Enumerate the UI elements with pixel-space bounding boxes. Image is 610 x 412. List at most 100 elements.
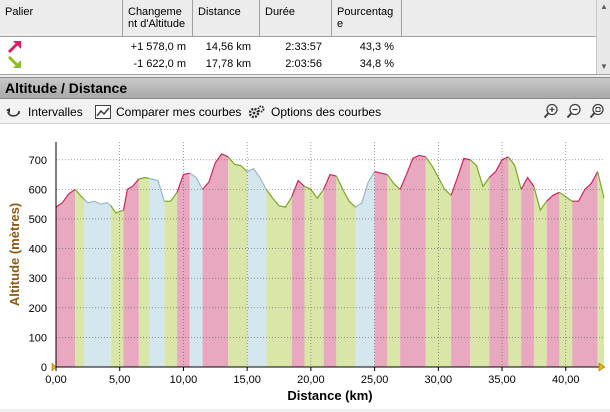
x-tick-label: 10,00	[170, 374, 198, 386]
curve-options-button[interactable]: Options des courbes	[248, 104, 381, 119]
x-tick-label: 40,00	[552, 374, 580, 386]
y-axis-title: Altitude (mètres)	[7, 203, 22, 306]
y-tick-label: 100	[29, 332, 47, 344]
zoom-fit-icon[interactable]	[589, 103, 605, 122]
table-row[interactable]: -1 622,0 m 17,78 km 2:03:56 34,8 %	[0, 55, 596, 73]
segment-area-ascent	[451, 158, 471, 367]
profile-line-descent	[227, 156, 248, 173]
profile-line-descent	[597, 171, 605, 199]
x-axis-title: Distance (km)	[287, 388, 372, 403]
segment-area-descent	[387, 174, 401, 367]
profile-line-descent	[164, 191, 178, 202]
x-tick-label: 20,00	[297, 374, 325, 386]
profile-line-descent	[74, 188, 85, 200]
segment-area-descent	[75, 189, 85, 367]
stats-table-header: Palier Changeme nt d'Altitude Distance D…	[0, 0, 596, 37]
segment-area-ascent	[489, 156, 509, 367]
profile-line-descent	[110, 205, 124, 214]
profile-line-descent	[138, 176, 150, 180]
chart-toolbar: Intervalles Comparer mes courbes Options…	[0, 99, 610, 124]
segment-area-ascent	[202, 153, 229, 367]
altitude-value: +1 578,0 m	[130, 41, 186, 53]
segment-area-descent	[110, 205, 124, 367]
table-row[interactable]: +1 578,0 m 14,56 km 2:33:57 43,3 %	[0, 38, 596, 56]
y-tick-label: 300	[29, 273, 47, 285]
distance-value: 17,78 km	[205, 58, 251, 70]
segment-area-descent	[597, 171, 604, 367]
profile-line-descent	[507, 156, 522, 190]
duration-value: 2:03:56	[285, 58, 322, 70]
profile-line-flat	[189, 172, 204, 190]
segment-area-ascent	[177, 173, 190, 367]
profile-line-descent	[469, 159, 490, 188]
x-tick-label: 15,00	[233, 374, 261, 386]
segment-area-descent	[304, 186, 324, 367]
profile-line-ascent	[202, 153, 229, 190]
header-distance[interactable]: Distance	[193, 0, 260, 36]
profile-line-descent	[425, 156, 452, 196]
segment-area-ascent	[546, 192, 560, 367]
profile-line-descent	[335, 175, 356, 208]
x-tick-label: 25,00	[361, 374, 389, 386]
header-duration[interactable]: Durée	[260, 0, 332, 36]
segment-area-descent	[228, 156, 248, 367]
profile-line-ascent	[55, 188, 76, 208]
profile-line-descent	[265, 189, 293, 208]
segment-area-flat	[247, 168, 267, 367]
segment-area-ascent	[572, 171, 598, 367]
profile-line-ascent	[374, 171, 388, 176]
y-tick-label: 500	[29, 214, 47, 226]
profile-line-ascent	[323, 173, 337, 190]
duration-value: 2:33:57	[285, 41, 322, 53]
segment-area-ascent	[291, 180, 305, 367]
profile-line-descent	[386, 174, 401, 190]
chart-compare-icon	[95, 104, 111, 119]
altitude-distance-chart: 0 100 200 300 400 500 600 700 0,00 5,00 10,00 15,00…	[0, 124, 610, 409]
profile-line-ascent	[450, 157, 471, 196]
profile-line-flat	[355, 171, 376, 208]
segment-area-descent	[336, 176, 356, 367]
segment-area-descent	[508, 156, 522, 367]
profile-line-descent	[533, 186, 548, 212]
intervals-label: Intervalles	[28, 104, 83, 119]
vertical-scrollbar[interactable]: ▲ ▼	[596, 0, 610, 74]
zoom-out-icon[interactable]	[566, 103, 582, 122]
panel-title-bar: Altitude / Distance	[0, 77, 610, 99]
arrow-down-right-green-icon	[7, 55, 23, 70]
header-percentage[interactable]: Pourcentag e	[332, 0, 402, 36]
zoom-in-icon[interactable]	[543, 103, 559, 122]
segment-area-flat	[189, 173, 203, 367]
segment-area-flat	[149, 178, 165, 367]
panel-title: Altitude / Distance	[5, 80, 128, 96]
end-marker	[598, 362, 606, 372]
segment-area-descent	[470, 159, 490, 367]
profile-line-ascent	[399, 154, 426, 190]
profile-line-flat	[83, 198, 112, 207]
compare-curves-button[interactable]: Comparer mes courbes	[95, 104, 241, 119]
segment-area-descent	[425, 156, 452, 367]
distance-value: 14,56 km	[205, 41, 251, 53]
header-altitude-change[interactable]: Changeme nt d'Altitude	[123, 0, 193, 36]
segment-area-ascent	[123, 179, 139, 367]
profile-line-descent	[304, 185, 325, 200]
segment-area-descent	[138, 177, 150, 367]
segment-area-ascent	[521, 177, 534, 367]
gears-icon	[248, 105, 266, 119]
y-tick-label: 700	[29, 155, 47, 167]
intervals-button[interactable]: Intervalles	[5, 104, 83, 119]
y-tick-label: 0	[41, 362, 47, 374]
percent-value: 34,8 %	[359, 58, 394, 70]
scroll-up-icon[interactable]: ▲	[600, 2, 608, 11]
segment-area-descent	[164, 192, 178, 367]
profile-line-ascent	[176, 172, 190, 193]
segment-area-descent	[533, 186, 547, 367]
arrow-up-right-pink-icon	[7, 39, 23, 54]
scroll-down-icon[interactable]: ▼	[600, 62, 608, 71]
x-tick-label: 30,00	[425, 374, 453, 386]
profile-line-ascent	[122, 178, 140, 211]
segment-area-ascent	[374, 171, 388, 367]
segment-area-ascent	[323, 174, 337, 367]
header-palier[interactable]: Palier	[0, 0, 123, 36]
segment-area-descent	[559, 192, 573, 367]
profile-line-flat	[246, 167, 267, 190]
